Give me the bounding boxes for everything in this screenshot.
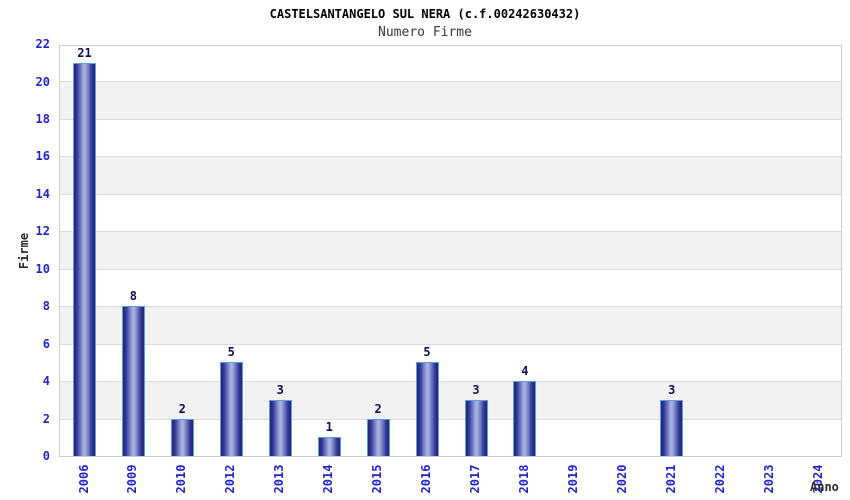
bar-value-label: 2 — [374, 401, 382, 416]
y-tick-label: 0 — [42, 449, 50, 463]
x-tick-label: 2012 — [223, 464, 238, 494]
bar — [170, 418, 194, 456]
y-tick-label: 14 — [35, 186, 50, 201]
bar — [317, 437, 341, 456]
gridline — [60, 156, 841, 158]
x-tick-label: 2006 — [76, 464, 91, 494]
chart-title: CASTELSANTANGELO SUL NERA (c.f.002426304… — [269, 7, 581, 21]
bar-value-label: 1 — [325, 420, 333, 435]
gridline — [60, 268, 841, 270]
bar — [415, 362, 439, 456]
plot-band — [60, 119, 841, 156]
gridline — [60, 81, 841, 83]
x-tick-label: 2023 — [761, 464, 776, 494]
gridline — [60, 381, 841, 383]
bar-value-label: 5 — [227, 345, 235, 360]
plot-area: 21 8 2 5 3 1 2 5 3 4 3 — [59, 45, 842, 457]
y-tick-label: 20 — [35, 74, 50, 89]
gridline — [60, 231, 841, 233]
y-tick-label: 4 — [42, 374, 50, 389]
y-tick-label: 2 — [42, 411, 50, 426]
bar — [464, 399, 488, 456]
y-tick-label: 6 — [42, 336, 50, 351]
x-tick-label: 2009 — [125, 464, 140, 494]
x-tick-label: 2022 — [712, 464, 727, 494]
x-tick-label: 2014 — [321, 464, 336, 494]
bar-value-label: 8 — [129, 289, 138, 304]
gridline — [60, 343, 841, 345]
bar — [268, 399, 292, 456]
bar-value-label: 4 — [521, 364, 529, 379]
bar-value-label: 21 — [77, 45, 92, 60]
gridline — [60, 193, 841, 195]
y-tick-label: 22 — [35, 37, 50, 51]
x-axis-title: Anno — [810, 480, 839, 494]
bar-value-label: 3 — [472, 382, 480, 397]
x-tick-label: 2016 — [419, 464, 433, 494]
bar-value-label: 5 — [423, 345, 431, 360]
x-tick-label: 2017 — [468, 464, 482, 494]
gridline — [60, 306, 841, 308]
bar — [660, 399, 684, 456]
x-tick-label: 2013 — [272, 464, 287, 494]
bar-value-label: 3 — [276, 382, 284, 397]
x-tick-label: 2015 — [370, 464, 385, 494]
bar-value-label: 3 — [668, 382, 676, 397]
gridline — [60, 118, 841, 120]
x-tick-label: 2021 — [663, 464, 678, 494]
y-tick-label: 16 — [35, 149, 50, 164]
chart-subtitle: Numero Firme — [378, 25, 472, 40]
plot-band — [60, 344, 841, 381]
y-tick-label: 10 — [35, 261, 50, 276]
plot-band — [60, 44, 841, 81]
y-tick-label: 8 — [42, 299, 50, 314]
bar — [366, 418, 390, 456]
bar — [513, 381, 537, 456]
x-tick-label: 2018 — [516, 464, 531, 494]
bar-value-label: 2 — [178, 401, 186, 416]
plot-band — [60, 81, 841, 119]
x-tick-label: 2020 — [614, 464, 629, 494]
plot-band — [60, 269, 841, 306]
gridline — [60, 418, 841, 420]
bar — [121, 306, 145, 456]
y-tick-label: 18 — [35, 111, 50, 126]
x-tick-label: 2019 — [565, 464, 580, 494]
bar — [73, 62, 96, 456]
x-tick-label: 2010 — [174, 464, 189, 494]
plot-band — [60, 194, 841, 231]
plot-band — [60, 381, 841, 419]
bar — [219, 362, 243, 456]
plot-band — [60, 156, 841, 194]
plot-band — [60, 231, 841, 269]
y-tick-label: 12 — [35, 224, 50, 239]
plot-band — [60, 306, 841, 344]
